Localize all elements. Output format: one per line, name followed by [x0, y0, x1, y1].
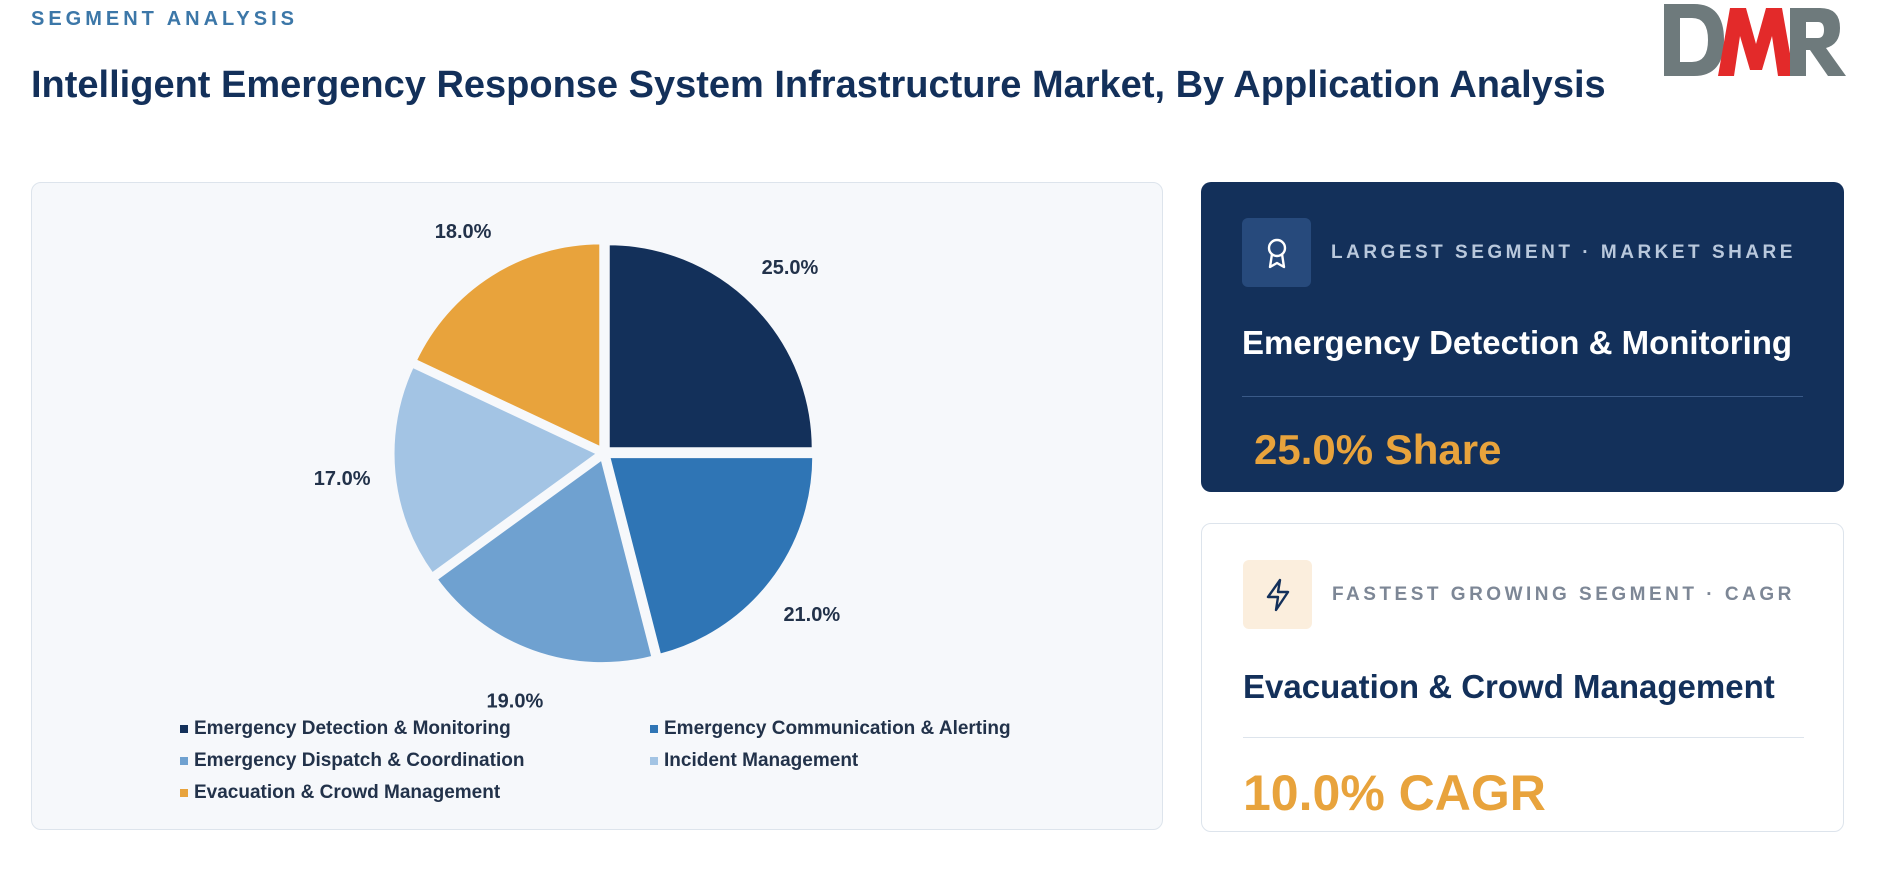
fastest-segment-name: Evacuation & Crowd Management	[1243, 668, 1775, 705]
legend-swatch	[180, 757, 188, 765]
slice-label: 25.0%	[762, 257, 819, 279]
chart-card: 25.0% 21.0% 19.0% 17.0% 18.0% Emergency Dete…	[31, 182, 1163, 830]
legend-label: Incident Management	[664, 750, 859, 771]
legend-item: Incident Management	[650, 750, 858, 772]
pie-slice	[391, 364, 601, 577]
legend-label: Evacuation & Crowd Management	[194, 782, 501, 803]
legend-swatch	[180, 789, 188, 797]
lightning-icon	[1243, 560, 1312, 629]
legend-item: Emergency Dispatch & Coordination	[180, 750, 524, 772]
legend-item: Emergency Communication & Alerting	[650, 718, 1011, 740]
pie-chart: 25.0% 21.0% 19.0% 17.0% 18.0%	[314, 221, 841, 713]
slice-label: 17.0%	[314, 468, 371, 490]
largest-segment-value: 25.0% Share	[1254, 426, 1502, 473]
page-title: Intelligent Emergency Response System In…	[31, 64, 1606, 106]
legend-swatch	[650, 757, 658, 765]
legend-label: Emergency Communication & Alerting	[664, 718, 1011, 739]
largest-segment-name: Emergency Detection & Monitoring	[1242, 324, 1793, 361]
legend-label: Emergency Detection & Monitoring	[194, 718, 511, 739]
divider	[1243, 737, 1804, 738]
largest-segment-kicker: LARGEST SEGMENT · MARKET SHARE	[1331, 242, 1796, 263]
slice-label: 18.0%	[435, 221, 492, 243]
legend-item: Emergency Detection & Monitoring	[180, 718, 511, 740]
slice-label: 21.0%	[783, 604, 840, 626]
dmr-logo	[1664, 4, 1846, 76]
legend-swatch	[180, 725, 188, 733]
divider	[1242, 396, 1803, 397]
pie-slice	[434, 456, 655, 666]
slice-label: 19.0%	[487, 690, 544, 712]
fastest-segment-value: 10.0% CAGR	[1243, 765, 1546, 821]
fastest-segment-card: FASTEST GROWING SEGMENT · CAGR Evacuatio…	[1201, 523, 1844, 832]
legend-swatch	[650, 725, 658, 733]
section-kicker: SEGMENT ANALYSIS	[31, 8, 298, 30]
award-icon	[1242, 218, 1311, 287]
legend-label: Emergency Dispatch & Coordination	[194, 750, 525, 771]
pie-slice	[606, 455, 816, 658]
pie-slice	[606, 242, 815, 451]
legend-item: Evacuation & Crowd Management	[180, 782, 500, 804]
fastest-segment-kicker: FASTEST GROWING SEGMENT · CAGR	[1332, 584, 1795, 605]
largest-segment-card: LARGEST SEGMENT · MARKET SHARE Emergency…	[1201, 182, 1844, 492]
pie-slice	[413, 241, 603, 451]
